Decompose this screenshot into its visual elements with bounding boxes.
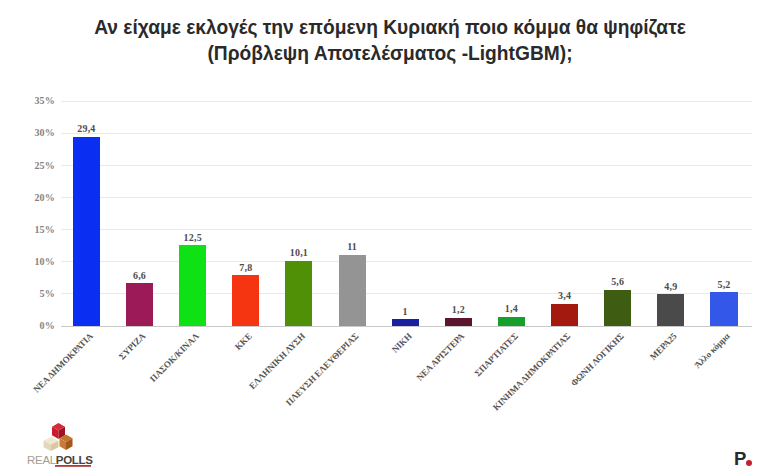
svg-text:REALPOLLS: REALPOLLS	[27, 454, 93, 466]
